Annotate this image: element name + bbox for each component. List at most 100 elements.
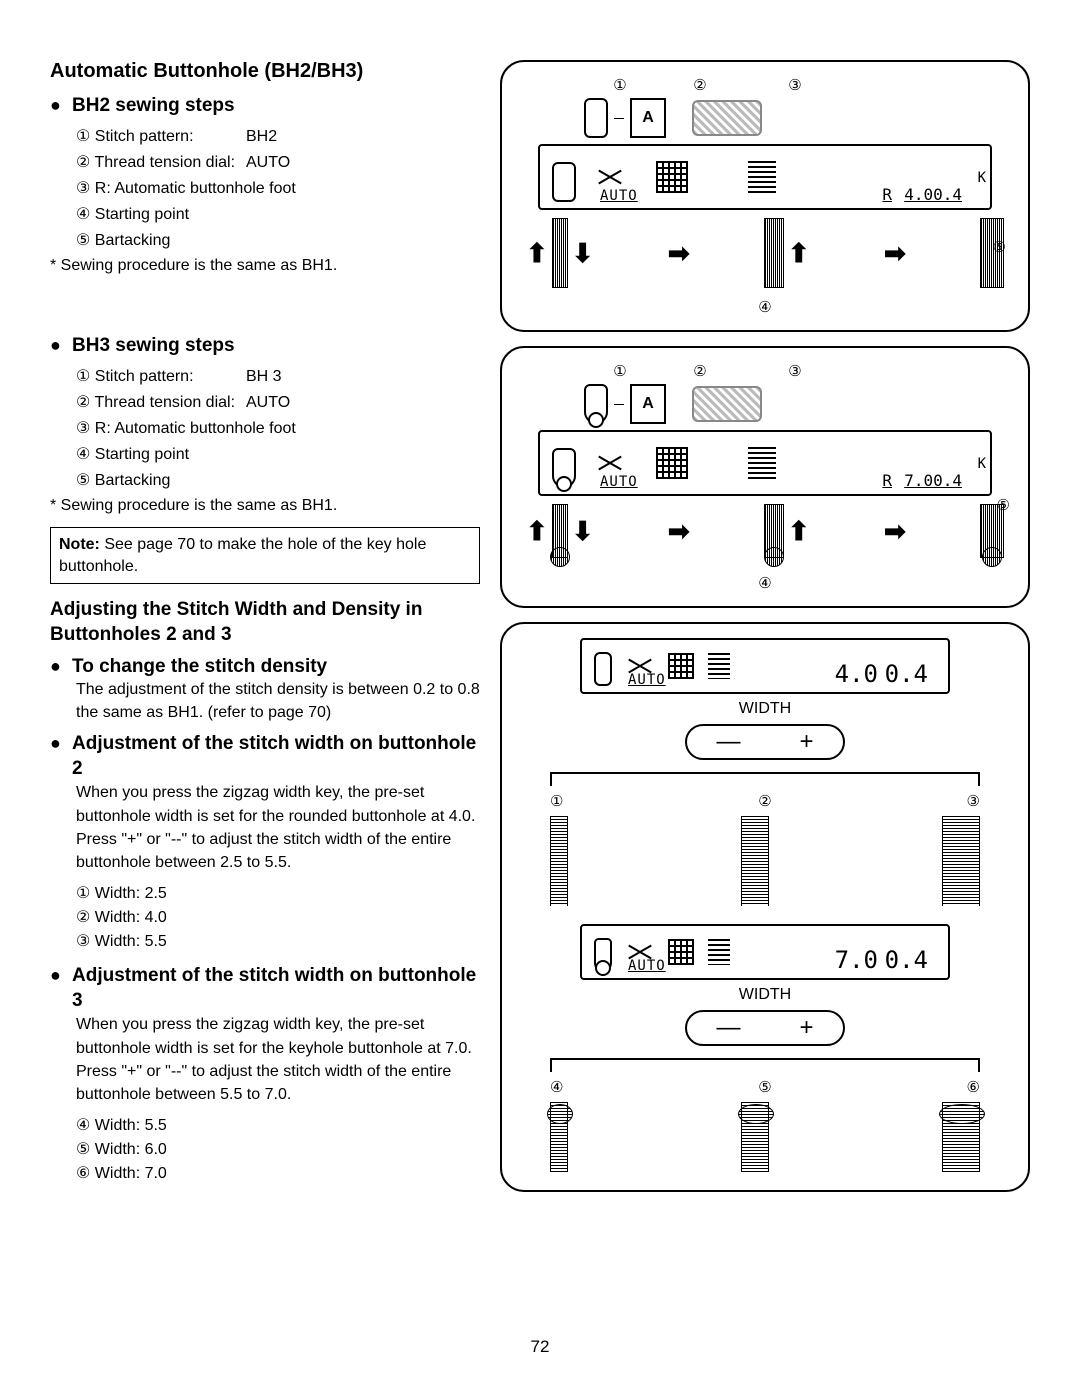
buttonhole-icon [584, 98, 608, 138]
bh2-s3: ③ R: Automatic buttonhole foot [76, 177, 480, 201]
bh2-s2-val: AUTO [246, 154, 290, 171]
density-icon [748, 447, 776, 479]
stitch-column [980, 218, 1004, 288]
density-icon [708, 939, 730, 965]
p2-n2: ② [660, 362, 740, 380]
minus-icon: — [716, 728, 740, 756]
bh2-s1-val: BH2 [246, 128, 277, 145]
lcd-display-width2: AUTO 4.0 0.4 [580, 638, 950, 694]
w2-3: ③ Width: 5.5 [76, 930, 480, 954]
auto-label: AUTO [628, 672, 666, 688]
adjusting-heading: Adjusting the Stitch Width and Density i… [50, 598, 480, 647]
p3-n5: ⑤ [758, 1078, 771, 1096]
foot-icon [656, 447, 688, 479]
width-label-1: WIDTH [520, 700, 1010, 718]
lcd-v1: 4.0 [835, 660, 878, 688]
p1-n1: ① [580, 76, 660, 94]
p3-n4: ④ [550, 1078, 563, 1096]
diagram-panel-bh3: ① ② ③ A AUTO R 7.00.4 K [500, 346, 1030, 608]
bh3-s1-label: ① Stitch pattern: [76, 365, 246, 389]
plus-minus-control: — + [685, 724, 845, 760]
width-label-2: WIDTH [520, 986, 1010, 1004]
bh2-s4: ④ Starting point [76, 203, 480, 227]
diagram-panel-bh2: ① ② ③ A AUTO R 4.00.4 K [500, 60, 1030, 332]
lcd-display: AUTO R 7.00.4 K [538, 430, 992, 496]
minus-icon: — [716, 1014, 740, 1042]
a-indicator: A [630, 98, 666, 138]
right-arrow-icon: ➡ [668, 516, 690, 547]
down-arrow-icon: ⬇ [572, 516, 594, 547]
width-sample-keyhole-wide [942, 1102, 980, 1172]
right-arrow-icon: ➡ [668, 238, 690, 269]
lcd-v1: 7.0 [835, 946, 878, 974]
width2-body: When you press the zigzag width key, the… [76, 781, 480, 874]
p2-n3: ③ [740, 362, 850, 380]
bh2-s2-label: ② Thread tension dial: [76, 151, 246, 175]
bh2-heading: BH2 sewing steps [72, 95, 235, 117]
auto-label: AUTO [628, 958, 666, 974]
p1-n4: ④ [520, 298, 1010, 316]
bullet-icon: ● [50, 965, 62, 986]
plus-icon: + [799, 1014, 813, 1042]
stitch-column-keyhole [552, 504, 568, 558]
w3-5: ⑤ Width: 6.0 [76, 1138, 480, 1162]
up-arrow-icon: ⬆ [788, 516, 810, 547]
bh3-s3: ③ R: Automatic buttonhole foot [76, 417, 480, 441]
width3-heading: Adjustment of the stitch width on button… [72, 964, 480, 1013]
page-number: 72 [0, 1337, 1080, 1357]
p2-n1: ① [580, 362, 660, 380]
main-title: Automatic Buttonhole (BH2/BH3) [50, 60, 480, 83]
p2-n4: ④ [520, 574, 1010, 592]
keyhole-buttonhole-icon [594, 938, 612, 972]
density-icon [708, 653, 730, 679]
presser-foot-icon [692, 100, 762, 136]
k-label: K [978, 456, 986, 472]
p1-n2: ② [660, 76, 740, 94]
bh3-procedure-note: * Sewing procedure is the same as BH1. [50, 497, 480, 515]
bh3-s5: ⑤ Bartacking [76, 469, 480, 493]
auto-label: AUTO [600, 188, 638, 204]
w3-6: ⑥ Width: 7.0 [76, 1162, 480, 1186]
p3-n3: ③ [967, 792, 980, 810]
tension-icon [596, 449, 624, 477]
lcd-value: 7.00.4 [904, 471, 962, 490]
width-sample-keyhole-medium [741, 1102, 769, 1172]
up-arrow-icon: ⬆ [526, 516, 548, 547]
bracket-icon [550, 1058, 980, 1072]
p3-n2: ② [758, 792, 771, 810]
width-sample-keyhole-narrow [550, 1102, 568, 1172]
up-arrow-icon: ⬆ [788, 238, 810, 269]
buttonhole-icon [552, 162, 576, 202]
down-arrow-icon: ⬇ [572, 238, 594, 269]
lcd-display: AUTO R 4.00.4 K [538, 144, 992, 210]
bh3-heading: BH3 sewing steps [72, 335, 235, 357]
density-icon [748, 161, 776, 193]
tension-icon [596, 163, 624, 191]
bracket-icon [550, 772, 980, 786]
keyhole-buttonhole-icon [552, 448, 576, 488]
p3-n1: ① [550, 792, 563, 810]
right-arrow-icon: ➡ [884, 238, 906, 269]
lcd-v2: 0.4 [885, 660, 928, 688]
bh3-s4: ④ Starting point [76, 443, 480, 467]
right-column: ① ② ③ A AUTO R 4.00.4 K [500, 60, 1030, 1206]
keyhole-buttonhole-icon [584, 384, 608, 424]
p1-n3: ③ [740, 76, 850, 94]
w3-4: ④ Width: 5.5 [76, 1114, 480, 1138]
lcd-v2: 0.4 [885, 946, 928, 974]
bh3-s1-val: BH 3 [246, 368, 282, 385]
lcd-display-width3: AUTO 7.0 0.4 [580, 924, 950, 980]
bh2-s5: ⑤ Bartacking [76, 229, 480, 253]
right-arrow-icon: ➡ [884, 516, 906, 547]
foot-icon [656, 161, 688, 193]
width-icon [668, 653, 694, 679]
w2-2: ② Width: 4.0 [76, 906, 480, 930]
bh3-s2-val: AUTO [246, 394, 290, 411]
left-column: Automatic Buttonhole (BH2/BH3) ● BH2 sew… [50, 60, 480, 1206]
stitch-column-keyhole [764, 504, 784, 558]
presser-foot-icon [692, 386, 762, 422]
bullet-icon: ● [50, 335, 62, 356]
density-heading: To change the stitch density [72, 656, 327, 678]
stitch-column [552, 218, 568, 288]
w2-1: ① Width: 2.5 [76, 882, 480, 906]
